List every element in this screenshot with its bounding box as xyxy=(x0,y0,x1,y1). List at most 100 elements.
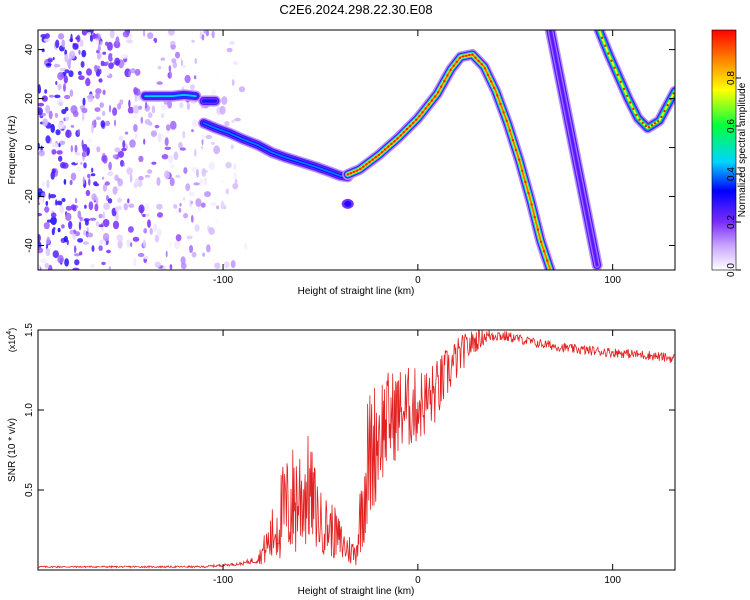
noise-speckle xyxy=(63,178,67,185)
noise-speckle xyxy=(64,94,71,100)
ridge-peak-dot xyxy=(399,134,402,137)
noise-speckle xyxy=(69,50,76,60)
noise-speckle xyxy=(74,144,78,153)
noise-speckle xyxy=(55,81,58,85)
noise-speckle xyxy=(43,222,50,230)
noise-speckle xyxy=(165,124,171,131)
ridge-peak-dot xyxy=(622,87,626,91)
ridge-peak-dot xyxy=(430,99,434,102)
ridge-peak-dot xyxy=(632,107,635,111)
noise-speckle xyxy=(46,219,52,223)
noise-speckle xyxy=(168,65,172,73)
noise-speckle xyxy=(216,70,219,77)
snr-series-line xyxy=(38,330,675,569)
ridge-layer xyxy=(202,122,349,178)
ridge-peak-dot xyxy=(418,115,421,118)
noise-speckle xyxy=(44,89,48,94)
noise-speckle xyxy=(199,178,204,186)
noise-speckle xyxy=(201,167,207,177)
noise-speckle xyxy=(234,117,241,122)
ridge-core xyxy=(344,200,352,207)
noise-speckle xyxy=(191,215,194,223)
noise-speckle xyxy=(186,102,191,111)
noise-speckle xyxy=(89,217,97,221)
noise-speckle xyxy=(49,194,57,199)
noise-speckle xyxy=(229,40,235,46)
spectrogram-ticks: -100 0 100 -40 -20 0 20 40 xyxy=(24,30,675,286)
ridge-peak-dot xyxy=(455,60,458,63)
ridge-6 xyxy=(593,30,675,134)
noise-speckle xyxy=(114,57,121,66)
noise-speckle xyxy=(106,249,111,254)
y-tick-label: 1.5 xyxy=(24,323,35,337)
noise-speckle xyxy=(97,45,101,52)
noise-speckle xyxy=(61,224,65,229)
noise-speckle xyxy=(42,118,49,127)
noise-speckle xyxy=(211,141,215,145)
ridge-3 xyxy=(341,198,354,209)
spectrogram-marks xyxy=(38,30,675,270)
noise-speckle xyxy=(191,166,198,172)
noise-speckle xyxy=(57,83,62,91)
ridge-peak-dot xyxy=(666,104,669,107)
noise-speckle xyxy=(168,154,174,164)
noise-speckle xyxy=(142,213,146,218)
noise-speckle xyxy=(101,227,104,232)
noise-speckle xyxy=(134,178,140,186)
noise-speckle xyxy=(186,235,193,240)
noise-speckle xyxy=(104,67,111,76)
spectrogram-frame xyxy=(37,29,676,271)
noise-speckle xyxy=(154,234,160,243)
noise-speckle xyxy=(105,41,109,46)
noise-speckle xyxy=(41,95,48,102)
ridge-peak-dot xyxy=(402,131,405,134)
noise-speckle xyxy=(135,133,138,139)
ridge-peak-dot xyxy=(613,66,616,69)
noise-speckle xyxy=(114,221,118,228)
noise-speckle xyxy=(91,193,97,202)
colorbar-tick-label: 0.8 xyxy=(726,71,737,85)
noise-speckle xyxy=(101,155,107,163)
noise-speckle xyxy=(55,39,60,49)
noise-speckle xyxy=(96,146,101,153)
ridge-peak-dot xyxy=(625,94,629,98)
noise-speckle xyxy=(126,39,133,44)
noise-speckle xyxy=(38,264,41,270)
noise-speckle xyxy=(205,30,209,37)
noise-speckle xyxy=(86,232,94,238)
ridge-layer xyxy=(144,94,197,97)
noise-speckle xyxy=(87,94,94,103)
ridge-peak-dot xyxy=(368,160,371,164)
noise-speckle xyxy=(224,121,230,127)
ridge-peak-dot xyxy=(427,103,430,106)
noise-speckle xyxy=(95,33,99,39)
noise-speckle xyxy=(52,57,55,61)
noise-speckle xyxy=(153,223,157,232)
noise-speckle xyxy=(86,68,92,76)
noise-speckle xyxy=(157,65,162,70)
noise-speckle xyxy=(144,203,150,211)
snr-frame xyxy=(37,329,676,571)
noise-speckle xyxy=(74,152,81,156)
noise-speckle xyxy=(164,146,172,150)
noise-speckle xyxy=(160,103,167,111)
ridge-peak-dot xyxy=(408,124,412,128)
noise-speckle xyxy=(57,254,64,264)
noise-speckle xyxy=(77,238,84,243)
noise-speckle xyxy=(156,81,163,85)
noise-speckle xyxy=(145,213,150,217)
noise-speckle xyxy=(63,117,66,122)
noise-speckle xyxy=(51,142,59,148)
noise-speckle xyxy=(112,186,118,195)
noise-speckle xyxy=(70,145,74,153)
noise-speckle xyxy=(104,181,111,186)
noise-speckle xyxy=(150,40,155,46)
noise-speckle xyxy=(61,39,65,48)
ridge-peak-dot xyxy=(644,124,647,128)
ridge-peak-dot xyxy=(362,165,365,168)
noise-speckle xyxy=(225,188,229,195)
noise-speckle xyxy=(188,191,195,197)
noise-speckle xyxy=(61,198,66,202)
noise-speckle xyxy=(211,89,217,97)
noise-speckle xyxy=(175,174,181,178)
